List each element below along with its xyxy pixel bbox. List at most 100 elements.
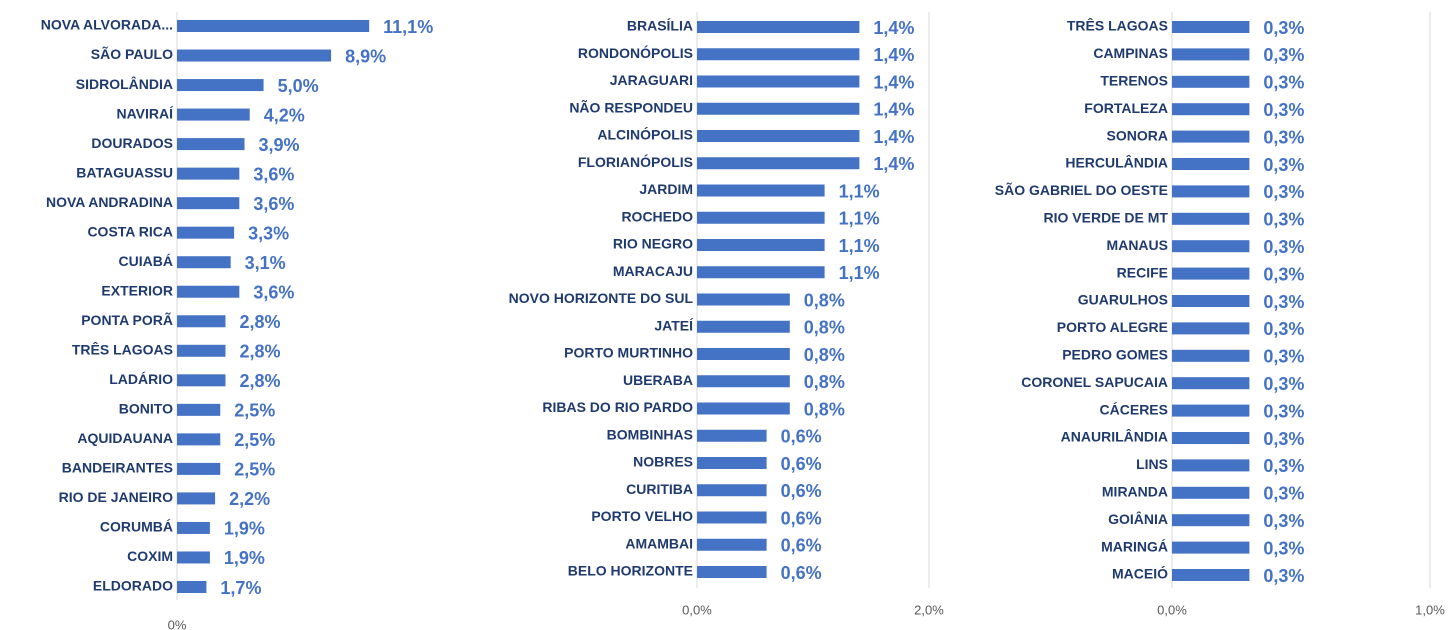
category-label: CURITIBA — [626, 481, 693, 497]
value-label: 0,3% — [1263, 511, 1304, 531]
category-label: BRASÍLIA — [627, 18, 693, 34]
value-label: 0,3% — [1263, 401, 1304, 421]
category-label: CUIABÁ — [119, 253, 173, 269]
bar — [697, 320, 790, 333]
value-label: 1,9% — [224, 519, 265, 539]
category-label: MACEIÓ — [1112, 565, 1168, 582]
value-label: 0,3% — [1263, 566, 1304, 586]
category-label: UBERABA — [623, 372, 693, 388]
value-label: 0,3% — [1263, 429, 1304, 449]
category-label: NAVIRAÍ — [116, 105, 174, 121]
category-label: COSTA RICA — [87, 223, 173, 239]
bar — [697, 157, 860, 170]
x-tick-label: 1,0% — [1415, 602, 1445, 617]
x-tick-label: 2,0% — [914, 602, 944, 617]
category-label: LINS — [1136, 456, 1168, 472]
category-label: GUARULHOS — [1078, 292, 1168, 308]
value-label: 1,4% — [873, 45, 914, 65]
category-label: MANAUS — [1107, 237, 1168, 253]
category-label: BATAGUASSU — [76, 164, 173, 180]
bar — [697, 239, 825, 251]
bar — [177, 256, 231, 269]
bar — [1172, 48, 1250, 61]
bar — [1172, 349, 1250, 362]
value-label: 0,3% — [1263, 319, 1304, 339]
bar — [1172, 185, 1250, 198]
bar — [697, 130, 860, 142]
bar — [177, 226, 235, 239]
bar — [697, 102, 860, 115]
category-label: MIRANDA — [1102, 484, 1168, 500]
value-label: 0,8% — [804, 372, 845, 392]
x-tick-label: 0,0% — [1157, 602, 1187, 617]
category-label: CORUMBÁ — [100, 519, 173, 535]
bar — [697, 211, 825, 224]
category-label: TRÊS LAGOAS — [1067, 17, 1168, 34]
category-label: BANDEIRANTES — [62, 460, 173, 476]
category-label: CAMPINAS — [1093, 45, 1168, 61]
bar — [177, 462, 221, 475]
bar — [1172, 103, 1250, 116]
value-label: 0,3% — [1263, 264, 1304, 284]
value-label: 1,1% — [839, 181, 880, 201]
category-label: RIO DE JANEIRO — [59, 489, 173, 505]
value-label: 3,6% — [253, 282, 294, 302]
value-label: 0,3% — [1263, 484, 1304, 504]
value-label: 1,1% — [839, 236, 880, 256]
bar — [177, 403, 221, 416]
bar — [1172, 75, 1250, 88]
category-label: BOMBINHAS — [607, 426, 693, 442]
value-label: 0,3% — [1263, 100, 1304, 120]
value-label: 0,3% — [1263, 292, 1304, 312]
value-label: 0,3% — [1263, 18, 1304, 38]
category-label: AQUIDAUANA — [77, 430, 173, 446]
bar — [697, 429, 767, 442]
bar — [697, 75, 860, 88]
bar — [1172, 432, 1250, 444]
value-label: 0,8% — [804, 399, 845, 419]
category-label: NOVA ANDRADINA — [46, 194, 173, 210]
bar — [1172, 240, 1250, 253]
bar — [1172, 212, 1250, 225]
bar — [1172, 322, 1250, 335]
category-label: ROCHEDO — [621, 208, 693, 224]
bar — [697, 566, 767, 578]
category-label: JARDIM — [639, 181, 693, 197]
value-label: 1,4% — [873, 154, 914, 174]
bar — [177, 108, 250, 121]
category-label: COXIM — [127, 548, 173, 564]
category-label: ELDORADO — [93, 578, 173, 594]
category-label: DOURADOS — [91, 135, 173, 151]
category-label: EXTERIOR — [101, 282, 173, 298]
value-label: 8,9% — [345, 46, 386, 66]
bar — [1172, 569, 1250, 581]
bar — [177, 197, 240, 210]
category-label: MARINGÁ — [1101, 538, 1168, 554]
value-label: 2,8% — [239, 342, 280, 362]
bar — [697, 266, 825, 279]
value-label: 0,3% — [1263, 237, 1304, 257]
value-label: 0,8% — [804, 345, 845, 365]
category-label: SONORA — [1107, 127, 1168, 143]
value-label: 4,2% — [264, 105, 305, 125]
bar — [697, 184, 825, 197]
category-label: ALCINÓPOLIS — [597, 126, 693, 143]
value-label: 1,1% — [839, 209, 880, 229]
category-label: JARAGUARI — [610, 72, 693, 88]
category-label: NOVA ALVORADA... — [41, 17, 173, 33]
value-label: 0,3% — [1263, 347, 1304, 367]
value-label: 0,8% — [804, 318, 845, 338]
bar — [177, 374, 226, 387]
bar — [697, 21, 860, 33]
value-label: 0,6% — [781, 481, 822, 501]
bar — [177, 167, 240, 180]
value-label: 0,3% — [1263, 456, 1304, 476]
category-label: PORTO MURTINHO — [564, 345, 693, 361]
category-label: CÁCERES — [1100, 401, 1168, 417]
value-label: 0,6% — [781, 536, 822, 556]
value-label: 1,4% — [873, 72, 914, 92]
value-label: 0,3% — [1263, 73, 1304, 93]
category-label: GOIÂNIA — [1108, 510, 1168, 527]
category-label: BELO HORIZONTE — [568, 563, 693, 579]
bar — [697, 293, 790, 306]
